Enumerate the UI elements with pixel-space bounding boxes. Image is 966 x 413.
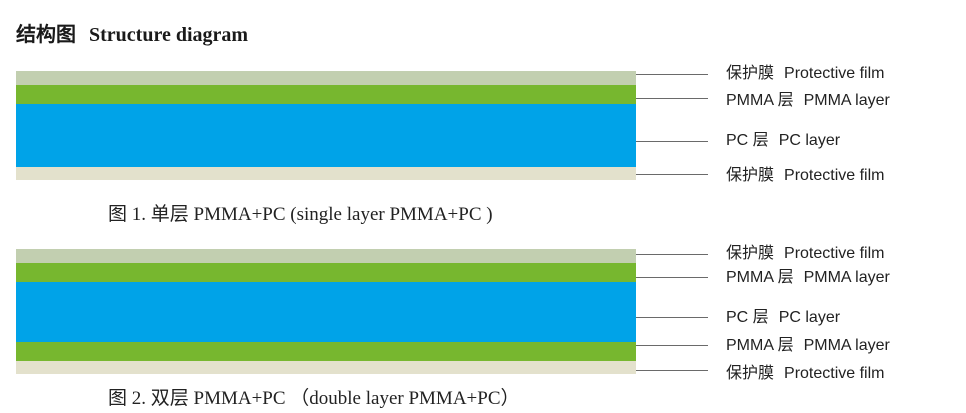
- label-en: PMMA layer: [803, 337, 890, 354]
- label-zh: PMMA 层: [726, 92, 794, 109]
- label-en: PC layer: [778, 132, 841, 149]
- fig1-pmma-layer: [16, 85, 636, 104]
- fig2-leader-3: [636, 317, 708, 318]
- fig2-protective-film-bottom: [16, 361, 636, 374]
- label-en: Protective film: [784, 365, 885, 382]
- label-en: PC layer: [778, 309, 841, 326]
- label-en: PMMA layer: [803, 92, 890, 109]
- label-en: Protective film: [784, 167, 885, 184]
- fig1-label-pmma-layer: PMMA 层 PMMA layer: [726, 91, 890, 111]
- label-zh: PC 层: [726, 309, 769, 326]
- fig2-label-pc-layer: PC 层 PC layer: [726, 308, 840, 328]
- fig1-label-pc-layer: PC 层 PC layer: [726, 131, 840, 151]
- label-zh: PMMA 层: [726, 269, 794, 286]
- fig1-label-protective-film-top: 保护膜 Protective film: [726, 64, 884, 84]
- label-zh: PMMA 层: [726, 337, 794, 354]
- label-en: Protective film: [784, 65, 885, 82]
- fig2-pmma-layer-bottom: [16, 342, 636, 361]
- fig2-pc-layer: [16, 282, 636, 342]
- fig1-leader-4: [636, 174, 708, 175]
- label-zh: 保护膜: [726, 245, 775, 262]
- label-zh: PC 层: [726, 132, 769, 149]
- figure-1-caption: 图 1. 单层 PMMA+PC (single layer PMMA+PC ): [108, 204, 493, 225]
- figure-2-caption: 图 2. 双层 PMMA+PC （double layer PMMA+PC）: [108, 388, 520, 409]
- label-zh: 保护膜: [726, 365, 775, 382]
- fig1-protective-film-top: [16, 71, 636, 85]
- label-en: PMMA layer: [803, 269, 890, 286]
- label-zh: 保护膜: [726, 167, 775, 184]
- fig2-leader-1: [636, 254, 708, 255]
- fig2-label-pmma-layer-bottom: PMMA 层 PMMA layer: [726, 336, 890, 356]
- heading-zh: 结构图: [16, 24, 76, 46]
- fig2-leader-4: [636, 345, 708, 346]
- label-zh: 保护膜: [726, 65, 775, 82]
- fig2-label-protective-film-bottom: 保护膜 Protective film: [726, 364, 884, 384]
- fig1-pc-layer: [16, 104, 636, 167]
- diagram-heading: 结构图 Structure diagram: [16, 18, 248, 47]
- fig2-label-protective-film-top: 保护膜 Protective film: [726, 244, 884, 264]
- fig2-protective-film-top: [16, 249, 636, 263]
- fig1-label-protective-film-bottom: 保护膜 Protective film: [726, 166, 884, 186]
- fig2-label-pmma-layer-top: PMMA 层 PMMA layer: [726, 268, 890, 288]
- fig1-leader-2: [636, 98, 708, 99]
- fig2-leader-5: [636, 370, 708, 371]
- label-en: Protective film: [784, 245, 885, 262]
- fig1-leader-3: [636, 141, 708, 142]
- fig1-leader-1: [636, 74, 708, 75]
- fig1-protective-film-bottom: [16, 167, 636, 180]
- fig2-leader-2: [636, 277, 708, 278]
- heading-en: Structure diagram: [89, 24, 249, 46]
- fig2-pmma-layer-top: [16, 263, 636, 282]
